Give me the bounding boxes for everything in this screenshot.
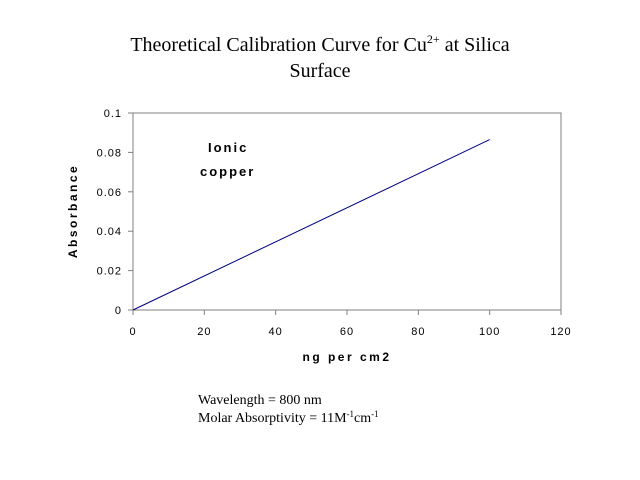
x-tick-label: 20 [197, 326, 211, 338]
molar-superscript-1: -1 [346, 409, 355, 419]
y-tick-label: 0.02 [97, 266, 122, 278]
y-tick-label: 0.1 [104, 108, 122, 120]
x-tick-label: 80 [411, 326, 425, 338]
x-tick-label: 60 [340, 326, 354, 338]
y-tick-label: 0 [115, 305, 122, 317]
molar-absorptivity-note: Molar Absorptivity = 11M-1cm-1 [198, 410, 379, 428]
annotation-line-2: copper [200, 164, 255, 179]
x-axis-ticks: 0 20 40 60 80 100 120 [129, 310, 571, 338]
y-axis-label: Absorbance [66, 164, 80, 258]
molar-mid: cm [354, 411, 372, 426]
molar-prefix: Molar Absorptivity = 11M [198, 411, 347, 426]
series-group [132, 139, 490, 311]
chart-notes: Wavelength = 800 nm Molar Absorptivity =… [198, 392, 379, 428]
chart-title: Theoretical Calibration Curve for Cu2+ a… [0, 32, 640, 84]
chart-title-line2: Surface [289, 60, 351, 82]
x-tick-label: 120 [550, 326, 571, 338]
plot-area [132, 112, 562, 311]
molar-superscript-2: -1 [371, 409, 379, 419]
x-tick-label: 40 [269, 326, 283, 338]
chart-title-superscript: 2+ [426, 32, 440, 46]
x-tick-label: 0 [129, 326, 136, 338]
annotation-line-1: Ionic [208, 140, 248, 155]
chart-title-main: Theoretical Calibration Curve for Cu [130, 34, 427, 56]
wavelength-note: Wavelength = 800 nm [198, 393, 322, 408]
y-tick-label: 0.04 [97, 226, 122, 238]
x-axis-label: ng per cm2 [302, 350, 391, 364]
chart-title-suffix: at Silica [439, 34, 510, 56]
series-line [132, 139, 490, 311]
y-tick-label: 0.06 [97, 187, 122, 199]
x-tick-label: 100 [479, 326, 500, 338]
y-axis-ticks: 0 0.02 0.04 0.06 0.08 0.1 [97, 108, 133, 317]
y-tick-label: 0.08 [97, 147, 122, 159]
